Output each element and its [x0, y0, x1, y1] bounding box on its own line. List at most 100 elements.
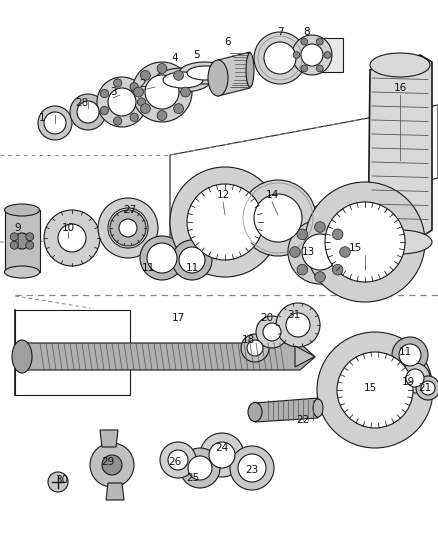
Circle shape — [174, 104, 184, 114]
Circle shape — [44, 112, 66, 134]
FancyBboxPatch shape — [315, 38, 343, 72]
Circle shape — [100, 106, 109, 115]
Circle shape — [325, 202, 405, 282]
Ellipse shape — [208, 60, 228, 96]
Circle shape — [292, 35, 332, 75]
Text: 25: 25 — [187, 473, 200, 483]
Circle shape — [132, 62, 192, 122]
Circle shape — [48, 472, 68, 492]
Circle shape — [102, 455, 122, 475]
Polygon shape — [15, 310, 130, 395]
Text: 10: 10 — [61, 223, 74, 233]
Text: 20: 20 — [261, 313, 274, 323]
Text: 6: 6 — [225, 37, 231, 47]
Text: 16: 16 — [393, 83, 406, 93]
Text: 19: 19 — [401, 377, 415, 387]
Circle shape — [70, 94, 106, 130]
Circle shape — [180, 448, 220, 488]
Text: 15: 15 — [364, 383, 377, 393]
Polygon shape — [255, 398, 318, 422]
Circle shape — [108, 88, 136, 116]
Ellipse shape — [313, 399, 323, 417]
Circle shape — [26, 233, 34, 241]
Circle shape — [180, 87, 191, 97]
Circle shape — [316, 38, 323, 45]
Text: 30: 30 — [56, 475, 69, 485]
Circle shape — [174, 70, 184, 80]
Ellipse shape — [179, 62, 231, 84]
Ellipse shape — [187, 66, 223, 80]
Circle shape — [134, 87, 143, 97]
Text: 29: 29 — [101, 457, 115, 467]
Circle shape — [297, 229, 307, 240]
Polygon shape — [170, 105, 438, 240]
Circle shape — [316, 65, 323, 72]
Circle shape — [392, 337, 428, 373]
Polygon shape — [100, 430, 118, 447]
Polygon shape — [5, 210, 40, 272]
Circle shape — [399, 344, 421, 366]
Text: 3: 3 — [110, 87, 117, 97]
Circle shape — [301, 65, 307, 72]
Circle shape — [297, 264, 307, 275]
Circle shape — [168, 450, 188, 470]
Circle shape — [172, 240, 212, 280]
Circle shape — [130, 83, 138, 91]
Text: 1: 1 — [39, 113, 45, 123]
Circle shape — [332, 264, 343, 275]
Text: 4: 4 — [172, 53, 178, 63]
Circle shape — [145, 75, 179, 109]
Circle shape — [288, 220, 352, 284]
Ellipse shape — [248, 402, 262, 422]
Circle shape — [38, 106, 72, 140]
Circle shape — [400, 363, 430, 393]
Text: 14: 14 — [265, 190, 279, 200]
Circle shape — [77, 101, 99, 123]
Circle shape — [170, 167, 280, 277]
Circle shape — [179, 247, 205, 273]
Ellipse shape — [4, 204, 39, 216]
Ellipse shape — [4, 266, 39, 278]
Circle shape — [247, 340, 263, 356]
Text: 26: 26 — [168, 457, 182, 467]
Circle shape — [97, 77, 147, 127]
Circle shape — [301, 44, 323, 66]
Circle shape — [113, 79, 122, 87]
Circle shape — [305, 182, 425, 302]
Ellipse shape — [163, 72, 203, 88]
Circle shape — [314, 222, 325, 232]
Circle shape — [238, 454, 266, 482]
Circle shape — [337, 352, 413, 428]
Circle shape — [58, 224, 86, 252]
Circle shape — [141, 104, 150, 114]
Circle shape — [160, 442, 196, 478]
Polygon shape — [218, 52, 250, 96]
Circle shape — [130, 113, 138, 122]
Circle shape — [276, 303, 320, 347]
Circle shape — [157, 63, 167, 74]
Text: 28: 28 — [75, 98, 88, 108]
Circle shape — [138, 98, 146, 106]
Circle shape — [286, 313, 310, 337]
Polygon shape — [295, 346, 315, 367]
Circle shape — [264, 42, 296, 74]
Circle shape — [230, 446, 274, 490]
Circle shape — [301, 38, 307, 45]
Circle shape — [14, 233, 30, 249]
Polygon shape — [22, 343, 315, 370]
Text: 27: 27 — [124, 205, 137, 215]
Text: 17: 17 — [171, 313, 185, 323]
Circle shape — [290, 247, 300, 257]
Circle shape — [256, 316, 288, 348]
Text: 21: 21 — [418, 383, 431, 393]
Text: 12: 12 — [216, 190, 230, 200]
Circle shape — [332, 229, 343, 240]
Circle shape — [293, 52, 300, 59]
Circle shape — [302, 234, 338, 270]
Text: 2: 2 — [140, 79, 146, 89]
Circle shape — [406, 369, 424, 387]
Text: 13: 13 — [301, 247, 314, 257]
Text: 31: 31 — [287, 310, 300, 320]
Text: 5: 5 — [193, 50, 199, 60]
Text: 23: 23 — [245, 465, 258, 475]
